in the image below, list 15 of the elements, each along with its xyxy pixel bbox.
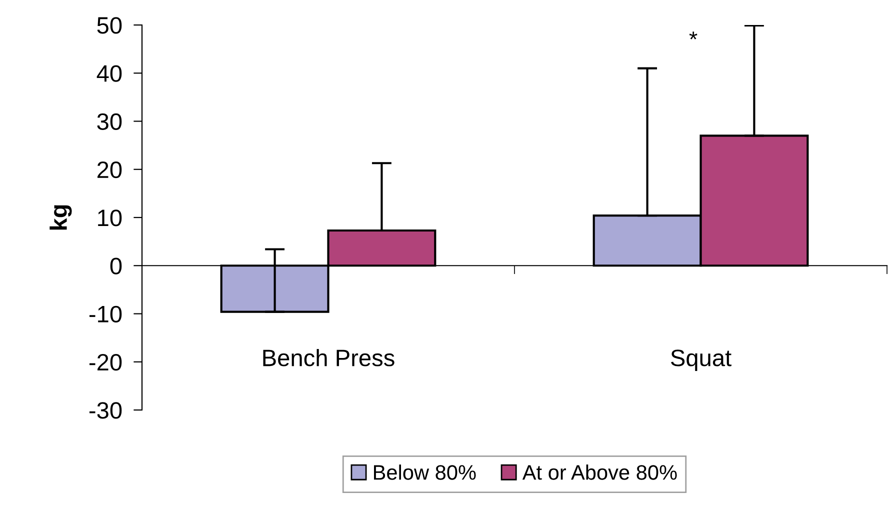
x-tick-label: Squat bbox=[670, 350, 732, 371]
y-tick-label: 0 bbox=[110, 258, 122, 274]
y-tick-label: 20 bbox=[97, 161, 122, 178]
y-tick-label: 10 bbox=[98, 210, 122, 226]
legend-label: At or Above 80% bbox=[522, 464, 677, 480]
y-tick-label: 30 bbox=[97, 113, 122, 130]
y-tick-label: 40 bbox=[96, 65, 122, 82]
y-tick-label: 50 bbox=[97, 17, 122, 34]
annotation: * bbox=[689, 32, 698, 40]
y-axis-title: kg bbox=[50, 205, 72, 230]
x-tick-label: Bench Press bbox=[263, 348, 394, 366]
legend-label: Below 80% bbox=[374, 464, 476, 480]
y-tick-label: -10 bbox=[89, 306, 122, 323]
y-tick-label: -30 bbox=[89, 402, 122, 419]
y-tick-label: -20 bbox=[89, 354, 122, 371]
